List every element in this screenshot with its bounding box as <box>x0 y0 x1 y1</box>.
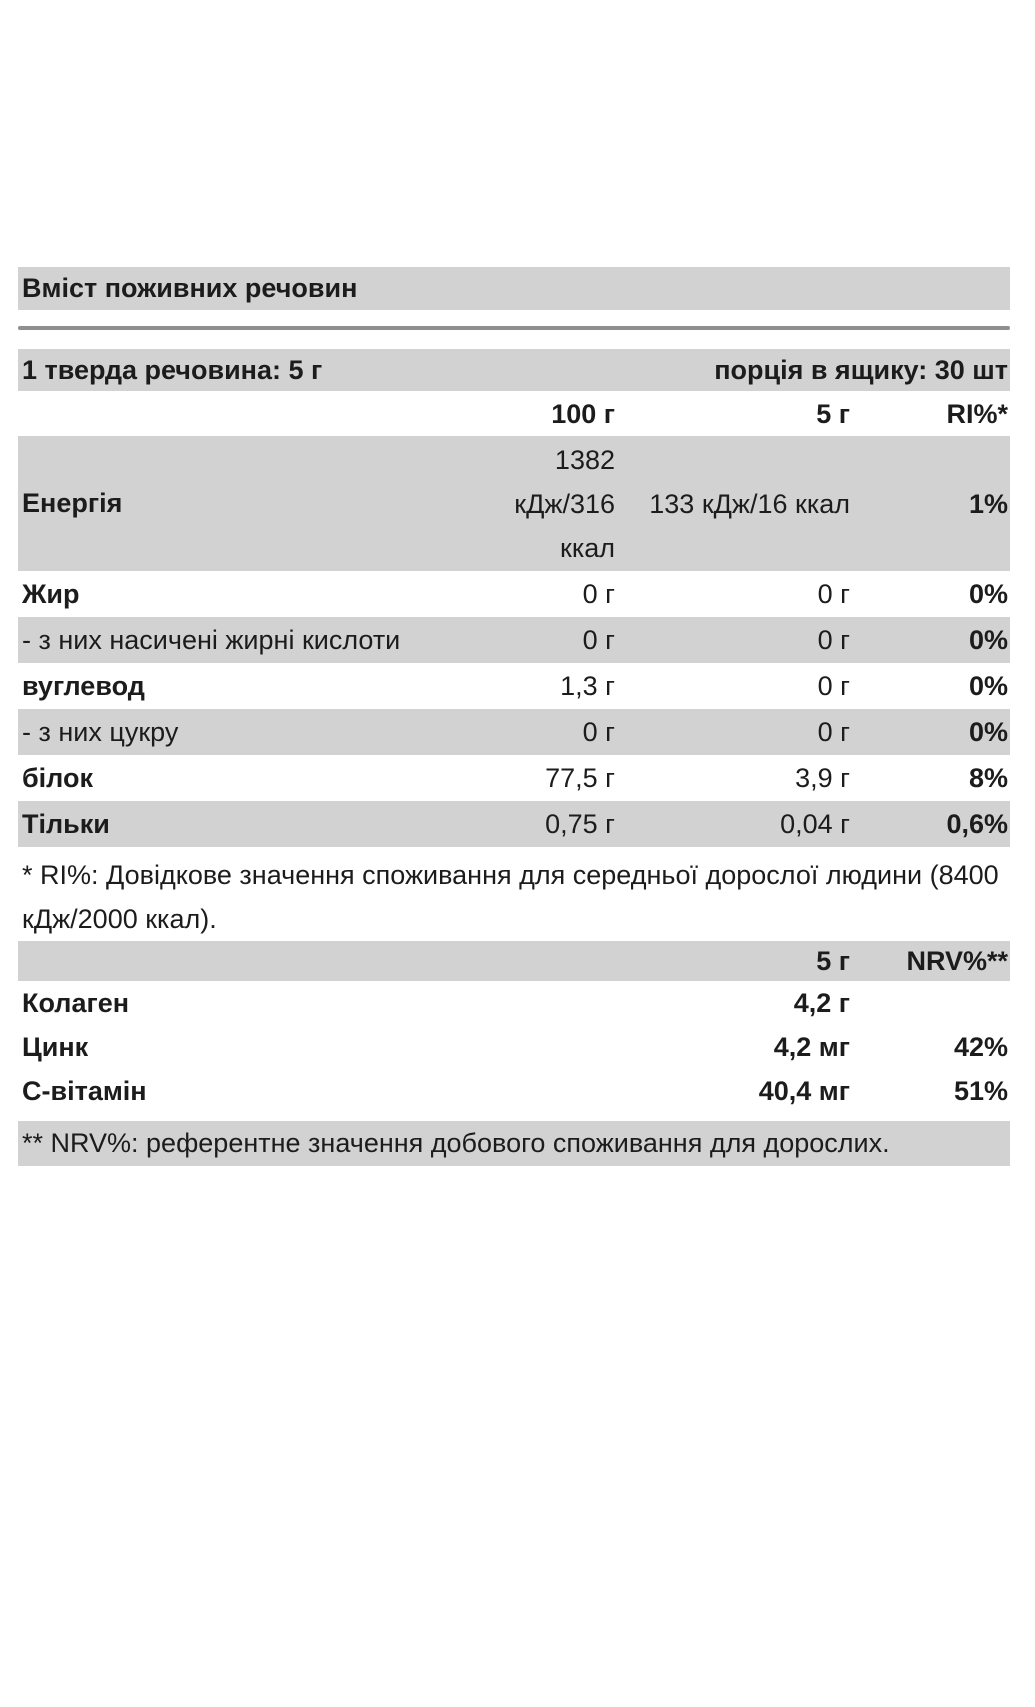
value-per-100g: 0 г <box>582 579 615 609</box>
section-title-band: Вміст поживних речовин <box>18 267 1010 310</box>
nrv-footnote-band: ** NRV%: референтне значення добового сп… <box>18 1121 1010 1166</box>
supplement-row: Колаген 4,2 г <box>18 981 1010 1025</box>
value-per-100g: 1382 кДж/316 ккал <box>514 444 615 563</box>
value-per-100g: 0 г <box>582 717 615 747</box>
ri-percent: 0% <box>968 717 1008 747</box>
supplements-table-header: 5 г NRV%** <box>18 941 1010 981</box>
value-per-5g: 4,2 г <box>793 988 850 1018</box>
ri-footnote: * RI%: Довідкове значення споживання для… <box>22 860 999 934</box>
nutrient-row: вуглевод 1,3 г 0 г 0% <box>18 663 1010 709</box>
nrv-footnote: ** NRV%: референтне значення добового сп… <box>22 1128 890 1158</box>
column-header-ri: RI%* <box>946 398 1008 429</box>
ri-percent: 0% <box>968 671 1008 701</box>
serving-info-band: 1 тверда речовина: 5 г порція в ящику: 3… <box>18 349 1010 391</box>
column-header-5g: 5 г <box>816 946 850 976</box>
nutrition-panel: Вміст поживних речовин 1 тверда речовина… <box>18 267 1010 1166</box>
servings-per-box: порція в ящику: 30 шт <box>714 354 1008 385</box>
nutrients-table: 100 г 5 г RI%* Енергія 1382 кДж/316 ккал… <box>18 391 1010 847</box>
supplements-table: 5 г NRV%** Колаген 4,2 г Цинк 4,2 мг 42%… <box>18 941 1010 1113</box>
nutrient-row: Тільки 0,75 г 0,04 г 0,6% <box>18 801 1010 847</box>
supplement-row: С-вітамін 40,4 мг 51% <box>18 1069 1010 1113</box>
nrv-percent: 42% <box>953 1032 1008 1062</box>
supplement-row: Цинк 4,2 мг 42% <box>18 1025 1010 1069</box>
nutrient-label: Жир <box>22 578 80 609</box>
ri-percent: 0,6% <box>946 809 1008 839</box>
supplement-label: Цинк <box>22 1031 89 1062</box>
nutrient-label: Енергія <box>22 488 123 518</box>
nutrient-row: - з них насичені жирні кислоти 0 г 0 г 0… <box>18 617 1010 663</box>
value-per-100g: 1,3 г <box>560 671 615 701</box>
nutrient-row: - з них цукру 0 г 0 г 0% <box>18 709 1010 755</box>
column-header-5g: 5 г <box>816 398 850 429</box>
nutrient-row: Енергія 1382 кДж/316 ккал 133 кДж/16 кка… <box>18 436 1010 571</box>
value-per-100g: 0,75 г <box>545 809 615 839</box>
value-per-5g: 0 г <box>817 717 850 747</box>
value-per-100g: 0 г <box>582 625 615 655</box>
supplements-table-body: Колаген 4,2 г Цинк 4,2 мг 42% С-вітамін … <box>18 981 1010 1113</box>
value-per-5g: 0 г <box>817 671 850 701</box>
section-title: Вміст поживних речовин <box>22 273 358 303</box>
column-header-nrv: NRV%** <box>906 946 1008 976</box>
column-header-100g: 100 г <box>551 398 615 429</box>
nutrition-label-page: { "colors":{ "band_gray":"#d2d2d2", "rul… <box>0 267 1035 1707</box>
nutrient-label: білок <box>22 762 93 793</box>
nutrient-label: - з них цукру <box>22 716 179 747</box>
nutrients-table-body: Енергія 1382 кДж/316 ккал 133 кДж/16 кка… <box>18 436 1010 847</box>
value-per-5g: 0 г <box>817 625 850 655</box>
value-per-5g: 40,4 мг <box>758 1076 850 1106</box>
nutrient-row: Жир 0 г 0 г 0% <box>18 571 1010 617</box>
ri-percent: 0% <box>968 625 1008 655</box>
serving-size: 1 тверда речовина: 5 г <box>22 354 323 385</box>
value-per-100g: 77,5 г <box>545 763 615 793</box>
nutrient-label: Тільки <box>22 808 110 839</box>
supplement-label: Колаген <box>22 987 130 1018</box>
nutrient-row: білок 77,5 г 3,9 г 8% <box>18 755 1010 801</box>
ri-percent: 1% <box>968 488 1008 519</box>
supplement-label: С-вітамін <box>22 1075 147 1106</box>
ri-percent: 0% <box>968 579 1008 609</box>
value-per-5g: 4,2 мг <box>773 1032 850 1062</box>
value-per-5g: 133 кДж/16 ккал <box>649 488 850 519</box>
value-per-5g: 3,9 г <box>795 763 850 793</box>
nutrients-table-header: 100 г 5 г RI%* <box>18 391 1010 436</box>
horizontal-divider <box>18 326 1010 330</box>
value-per-5g: 0,04 г <box>780 809 850 839</box>
ri-percent: 8% <box>968 763 1008 793</box>
nutrient-label: вуглевод <box>22 670 145 701</box>
nrv-percent: 51% <box>953 1076 1008 1106</box>
value-per-5g: 0 г <box>817 579 850 609</box>
nutrient-label: - з них насичені жирні кислоти <box>22 624 401 655</box>
